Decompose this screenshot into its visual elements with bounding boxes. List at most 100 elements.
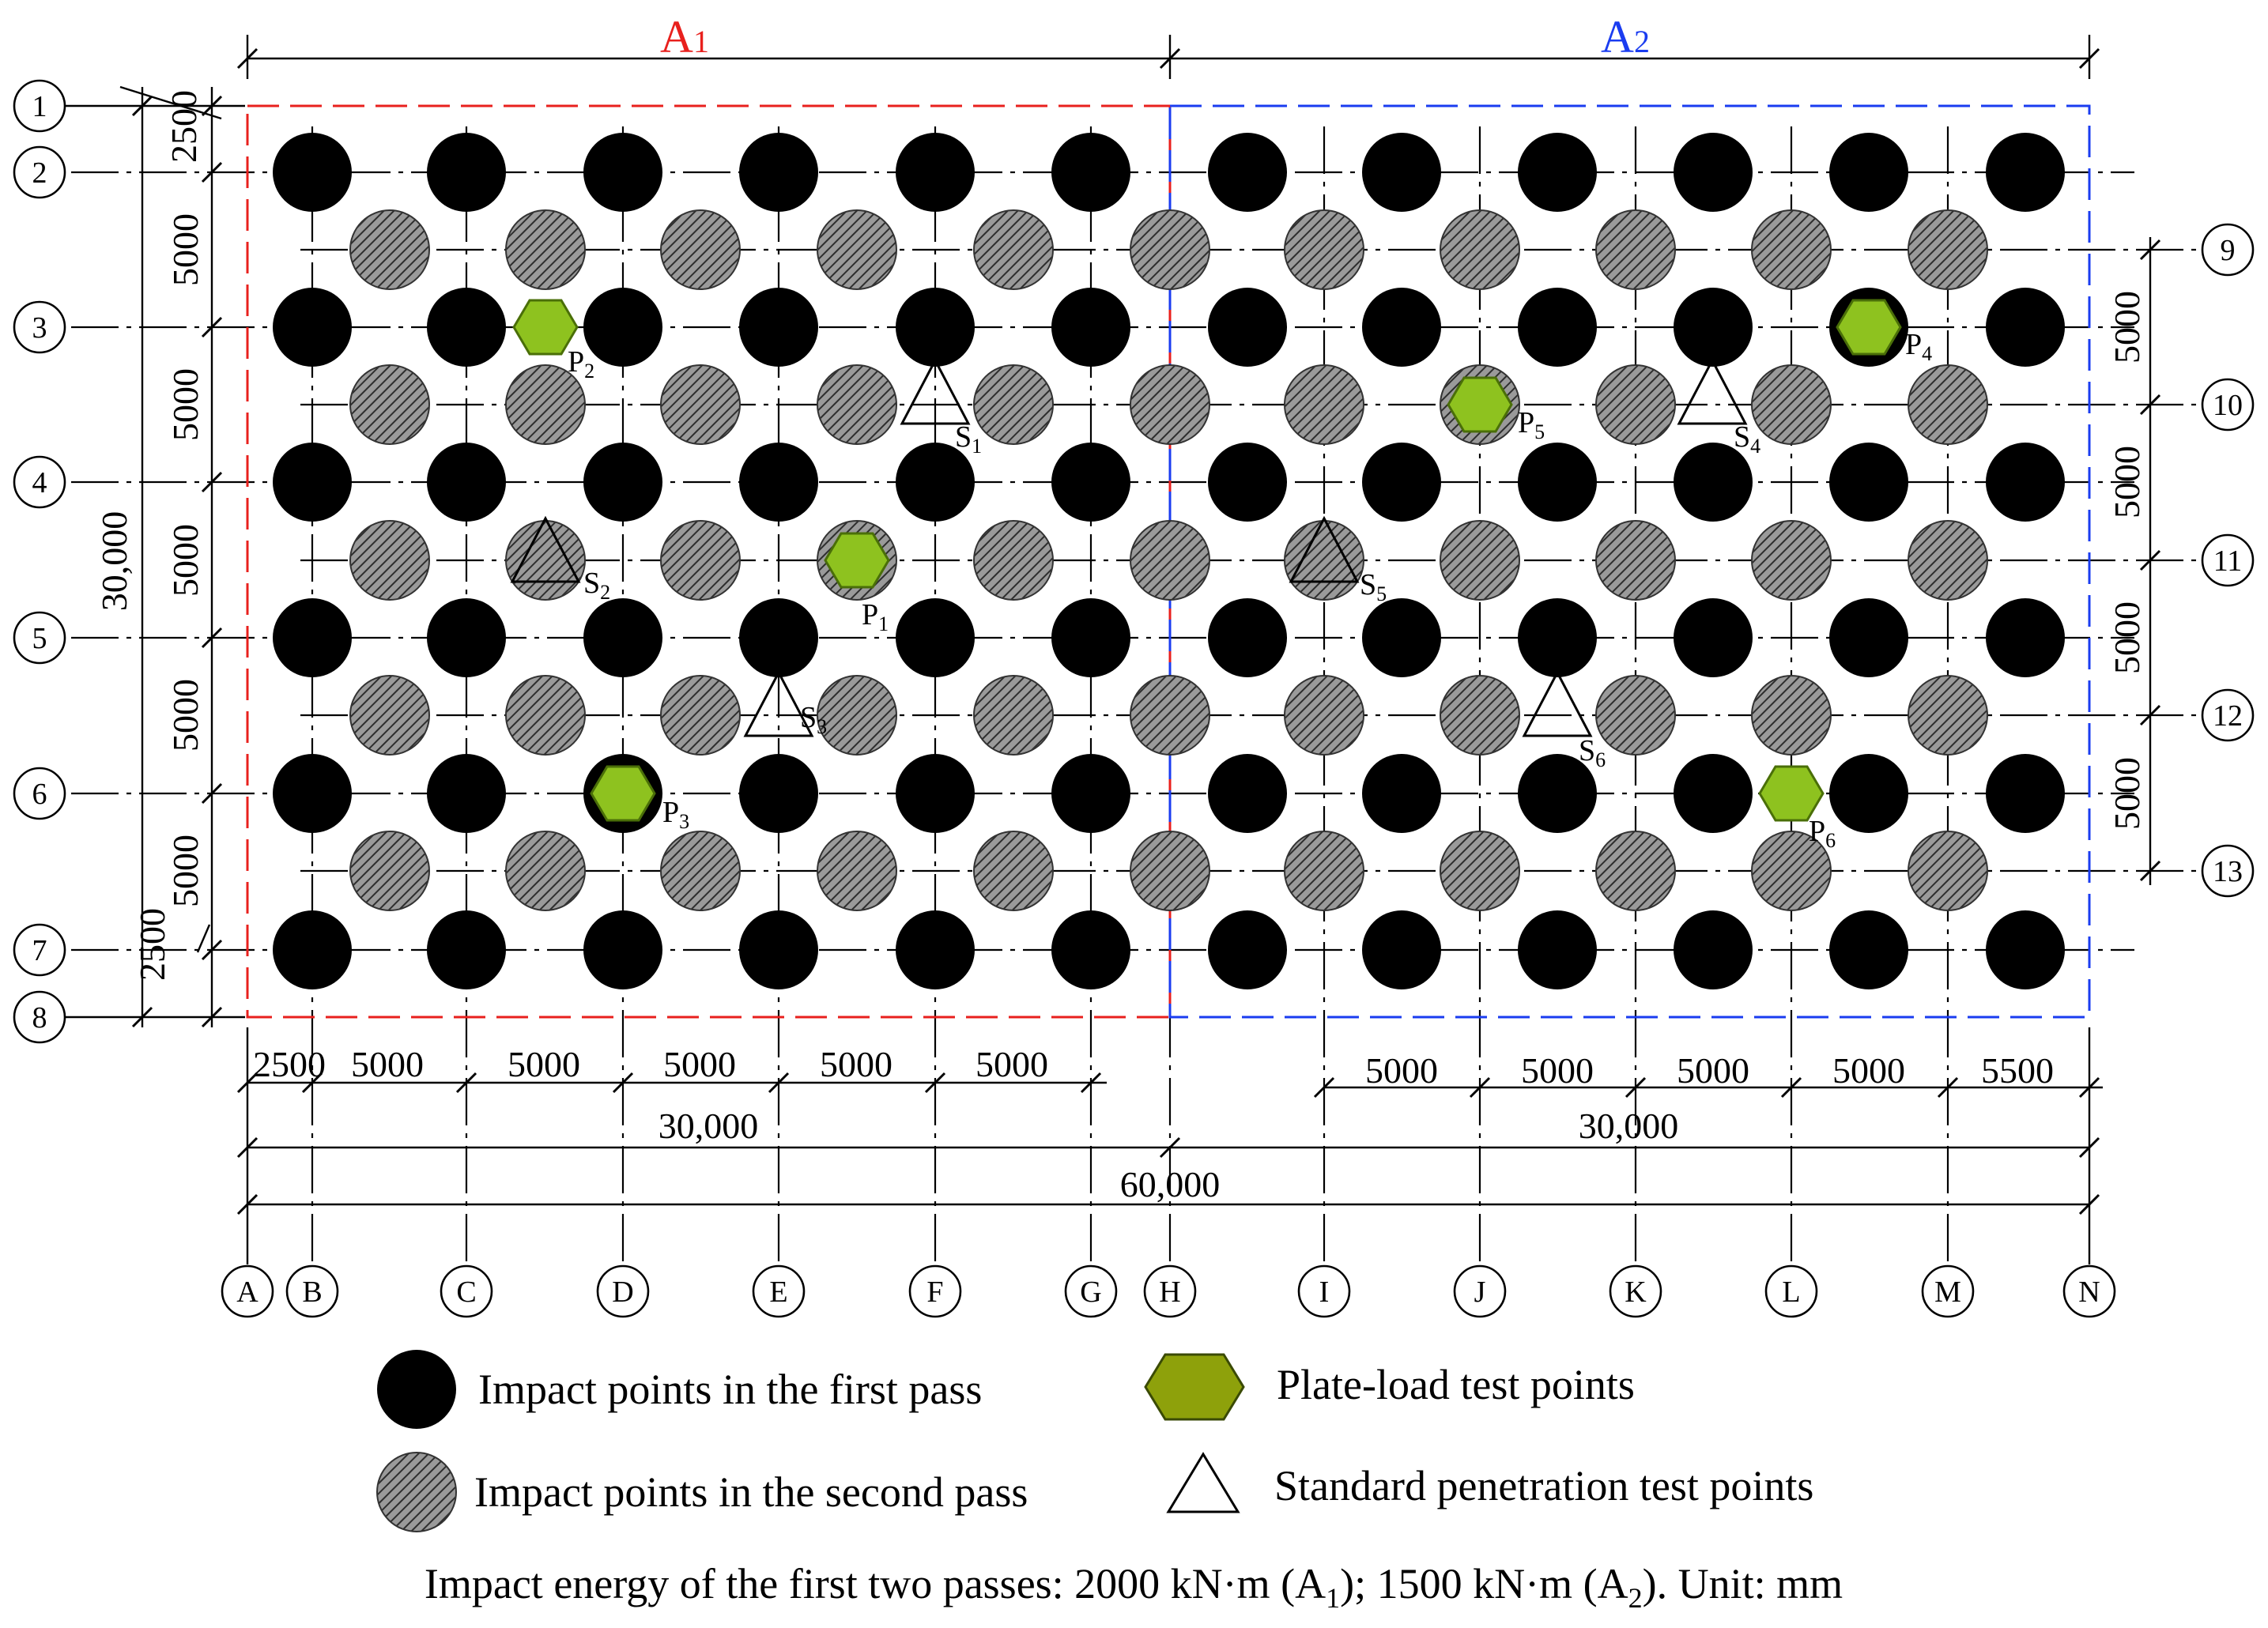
- spt-label-main: S: [583, 567, 600, 600]
- first-pass-point: [583, 910, 662, 989]
- dim-bottom-a2-tick: [1469, 1076, 1491, 1099]
- first-pass-point: [273, 754, 352, 833]
- dim-bottom-half-tick: [1159, 1136, 1181, 1159]
- dim-left-leader-bottom: [196, 924, 211, 953]
- second-pass-point: [973, 209, 1054, 290]
- second-pass-point: [973, 520, 1054, 601]
- first-pass-point: [1986, 288, 2065, 367]
- row-axis-9-circle: [2201, 223, 2255, 277]
- spt-point-S3: [743, 669, 814, 737]
- first-pass-point: [583, 443, 662, 522]
- dim-left-tick: [201, 627, 223, 649]
- dim-bottom-a1-tick: [612, 1072, 634, 1094]
- second-pass-point: [1284, 831, 1364, 911]
- second-pass-point: [1908, 364, 1988, 445]
- second-pass-point: [1908, 209, 1988, 290]
- dim-bottom-a1-3: 5000: [508, 1044, 580, 1084]
- dim-left-total: 30,000: [94, 511, 134, 612]
- first-pass-point: [427, 598, 506, 677]
- legend-second-pass-label: Impact points in the second pass: [474, 1468, 1028, 1516]
- zone-a1-label: A1: [660, 11, 709, 62]
- first-pass-point: [1986, 910, 2065, 989]
- caption: Impact energy of the first two passes: 2…: [425, 1560, 1843, 1614]
- first-pass-point: [739, 133, 818, 212]
- col-axis-A-label: A: [236, 1276, 258, 1309]
- col-axis-C-circle: [440, 1264, 493, 1318]
- dim-bottom-a1-tick: [301, 1072, 323, 1094]
- first-pass-point: [1208, 443, 1287, 522]
- first-pass-point: [1518, 288, 1597, 367]
- col-axis-G-circle: [1064, 1264, 1118, 1318]
- plate-load-label-P1: P1: [862, 598, 889, 635]
- plate-load-label-sub: 5: [1534, 420, 1545, 443]
- col-axis-M-label: M: [1934, 1276, 1961, 1309]
- first-pass-point: [739, 910, 818, 989]
- plate-load-label-main: P: [1809, 815, 1825, 848]
- legend-plate-load-label: Plate-load test points: [1277, 1361, 1635, 1408]
- row-axis-9-label: 9: [2221, 234, 2236, 267]
- dim-bottom-a1-4: 5000: [663, 1044, 736, 1084]
- first-pass-point: [1518, 754, 1597, 833]
- col-axis-L-circle: [1764, 1264, 1818, 1318]
- first-pass-point: [739, 754, 818, 833]
- first-pass-point: [583, 133, 662, 212]
- dim-right-tick: [2139, 860, 2161, 882]
- col-axis-E-circle: [752, 1264, 806, 1318]
- second-pass-point: [1284, 209, 1364, 290]
- dim-left-tick: [201, 161, 223, 183]
- second-pass-point: [660, 520, 741, 601]
- dim-left-tick: [201, 1006, 223, 1028]
- col-axis-H-circle: [1143, 1264, 1197, 1318]
- col-axis-I-label: I: [1319, 1276, 1330, 1309]
- first-pass-point: [273, 910, 352, 989]
- second-pass-point: [1751, 209, 1832, 290]
- dim-right-5000-2: 5000: [2107, 446, 2147, 518]
- col-axis-A-circle: [221, 1264, 274, 1318]
- dim-right-tick: [2139, 239, 2161, 261]
- dim-bottom-a2-tick: [1313, 1076, 1335, 1099]
- row-axis-8-label: 8: [32, 1001, 47, 1034]
- first-pass-point: [1362, 910, 1441, 989]
- first-pass-point: [1051, 910, 1130, 989]
- dim-a1-total: 30,000: [659, 1106, 759, 1146]
- col-axis-G-label: G: [1080, 1276, 1101, 1309]
- spt-label-sub: 1: [972, 435, 982, 458]
- first-pass-point: [1051, 598, 1130, 677]
- second-pass-point: [817, 364, 897, 445]
- dim-right-tick: [2139, 704, 2161, 726]
- second-pass-point: [349, 831, 430, 911]
- dim-left-tick: [201, 316, 223, 338]
- spt-point-S4: [1677, 357, 1748, 425]
- impact-points: [273, 133, 2065, 989]
- first-pass-point: [1986, 754, 2065, 833]
- dim-bottom-a1-tick: [455, 1072, 477, 1094]
- first-pass-point: [427, 288, 506, 367]
- second-pass-point: [1751, 364, 1832, 445]
- second-pass-point: [973, 675, 1054, 756]
- second-pass-point: [1130, 675, 1210, 756]
- first-pass-point: [1208, 288, 1287, 367]
- row-axis-12-label: 12: [2213, 699, 2243, 733]
- first-pass-point: [896, 598, 975, 677]
- plate-load-label-P6: P6: [1809, 815, 1836, 852]
- dim-top-tick: [1159, 47, 1181, 70]
- legend-first-pass-label: Impact points in the first pass: [478, 1366, 982, 1413]
- row-axis-2-label: 2: [32, 156, 47, 190]
- second-pass-point: [1284, 520, 1364, 601]
- first-pass-point: [1829, 754, 1908, 833]
- first-pass-point: [1829, 443, 1908, 522]
- first-pass-point: [1674, 443, 1753, 522]
- dim-bottom-a2-tick: [1780, 1076, 1802, 1099]
- dim-left-tick: [201, 471, 223, 493]
- second-pass-point: [660, 675, 741, 756]
- first-pass-point: [1362, 288, 1441, 367]
- row-axis-11-circle: [2201, 533, 2255, 587]
- legend-plate-load-symbol: [1144, 1353, 1245, 1421]
- plate-load-label-P2: P2: [568, 345, 594, 383]
- first-pass-point: [273, 598, 352, 677]
- plate-load-point-P6: [1758, 765, 1825, 822]
- plate-load-point-P1: [824, 532, 890, 589]
- plate-load-point-P5: [1447, 376, 1513, 433]
- first-pass-point: [1051, 443, 1130, 522]
